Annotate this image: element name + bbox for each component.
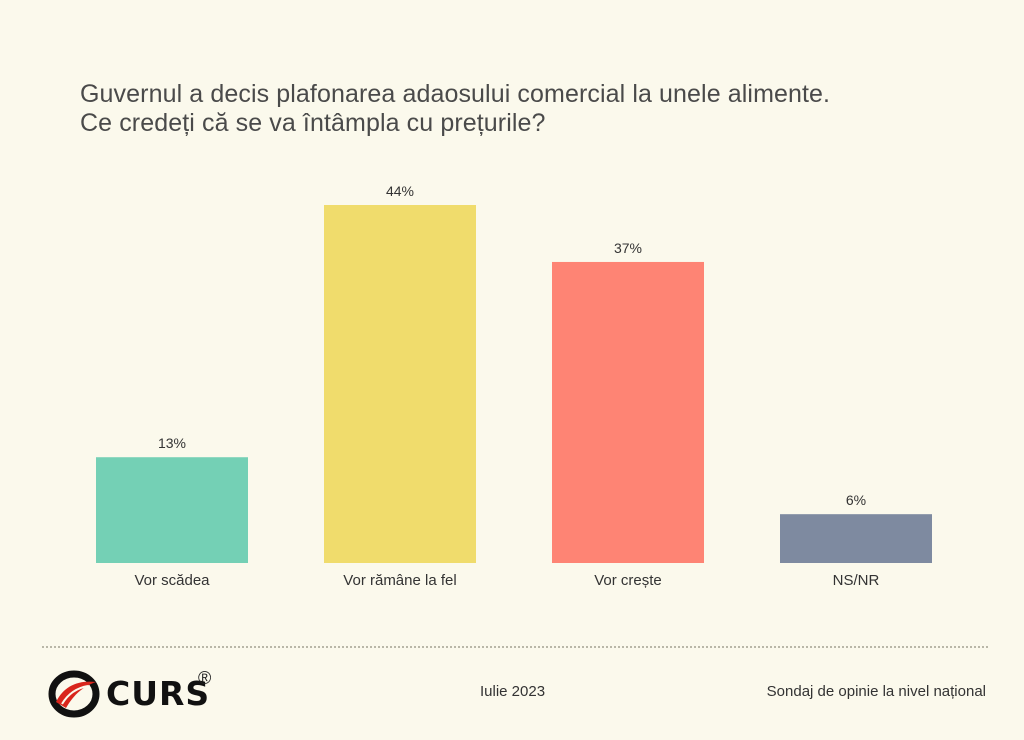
survey-date: Iulie 2023 — [480, 683, 546, 700]
category-label-vor-scadea: Vor scădea — [134, 572, 210, 589]
bar-vor-creste — [552, 261, 704, 563]
bar-ns-nr — [780, 514, 932, 563]
value-label-ns-nr: 6% — [846, 492, 866, 508]
category-labels-group: Vor scădea Vor rămâne la fel Vor crește NS/… — [134, 572, 879, 589]
bar-chart: 13%44%37%6% Vor scădea Vor rămâne la fel V… — [96, 183, 932, 589]
bars-group — [96, 205, 932, 563]
category-label-vor-creste: Vor crește — [594, 572, 662, 589]
category-label-vor-ramane-la-fel: Vor rămâne la fel — [343, 572, 456, 589]
value-label-vor-creste: 37% — [614, 240, 642, 256]
survey-note: Sondaj de opinie la nivel național — [766, 683, 986, 700]
curs-logo: CURS ® — [48, 668, 228, 720]
curs-logo-icon — [48, 670, 100, 718]
category-label-ns-nr: NS/NR — [833, 572, 880, 589]
bar-vor-ramane-la-fel — [324, 205, 476, 563]
bar-vor-scadea — [96, 457, 248, 563]
registered-mark: ® — [198, 668, 212, 688]
value-label-vor-ramane-la-fel: 44% — [386, 183, 414, 199]
footer-divider — [42, 646, 988, 648]
chart-title-line-2: Ce credeți că se va întâmpla cu prețuril… — [80, 109, 546, 137]
value-label-vor-scadea: 13% — [158, 435, 186, 451]
chart-title-line-1: Guvernul a decis plafonarea adaosului co… — [80, 80, 831, 108]
value-labels-group: 13% 44% 37% 6% — [158, 183, 866, 508]
logo-wordmark: CURS — [106, 674, 211, 713]
